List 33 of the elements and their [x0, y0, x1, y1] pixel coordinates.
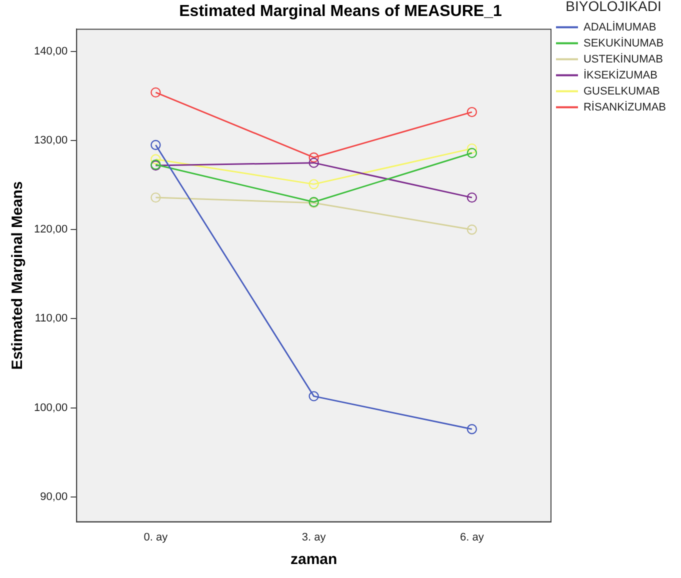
chart-title: Estimated Marginal Means of MEASURE_1	[179, 3, 502, 20]
x-tick-label: 3. ay	[302, 531, 326, 544]
point	[308, 152, 319, 163]
legend-title: BİYOLOJİKADI	[566, 0, 662, 14]
x-tick-label: 6. ay	[460, 531, 484, 544]
point	[150, 192, 161, 203]
y-tick-label: 90,00	[40, 490, 68, 503]
legend-label: SEKUKİNUMAB	[583, 36, 664, 50]
point	[308, 179, 319, 190]
point	[466, 192, 478, 203]
y-tick-label: 130,00	[34, 134, 68, 147]
legend-label: ADALİMUMAB	[583, 20, 656, 34]
y-tick-label: 110,00	[34, 312, 68, 325]
point	[150, 140, 161, 150]
point	[466, 106, 478, 118]
point	[466, 143, 478, 154]
point	[308, 391, 319, 402]
legend-label: RİSANKİZUMAB	[583, 100, 666, 114]
legend-label: İKSEKİZUMAB	[583, 68, 658, 82]
legend-label: USTEKİNUMAB	[583, 52, 663, 66]
point	[308, 158, 319, 168]
y-tick-label: 140,00	[34, 46, 68, 58]
legend-label: GUSELKUMAB	[583, 85, 660, 98]
point	[466, 424, 478, 434]
point	[150, 154, 161, 164]
x-axis-title: zaman	[290, 551, 338, 568]
point	[150, 87, 161, 98]
point	[466, 224, 478, 235]
y-tick-label: 120,00	[34, 224, 68, 236]
point	[466, 148, 478, 158]
y-tick-label: 100,00	[34, 402, 68, 414]
y-axis-title: Estimated Marginal Means	[9, 181, 26, 370]
x-tick-label: 0. ay	[144, 531, 168, 544]
